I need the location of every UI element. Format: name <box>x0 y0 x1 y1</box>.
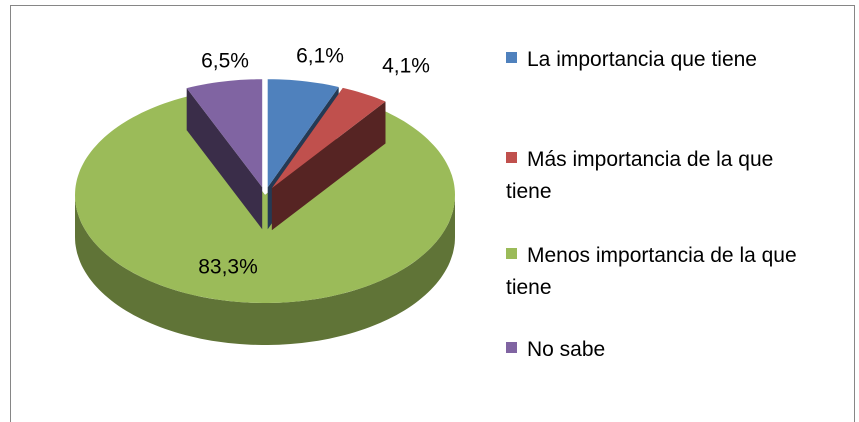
legend-label: No sabe <box>527 338 606 361</box>
legend-swatch <box>506 52 517 63</box>
legend-item: La importancia que tiene <box>506 44 806 76</box>
chart-frame <box>10 5 855 422</box>
slice-wall <box>186 88 263 230</box>
data-label: 6,5% <box>201 50 249 73</box>
legend-item: No sabe <box>506 334 806 366</box>
slice-side <box>75 195 455 345</box>
legend-label: La importancia que tiene <box>527 48 757 71</box>
legend-item: Más importancia de la que tiene <box>506 144 806 208</box>
slice <box>271 87 386 189</box>
pie: 6,1% 4,1% 83,3% 6,5% <box>75 45 455 345</box>
slice <box>75 95 455 304</box>
legend-swatch <box>506 342 517 353</box>
slice <box>267 79 339 188</box>
legend-swatch <box>506 152 517 163</box>
data-label: 6,1% <box>296 45 344 68</box>
data-label: 83,3% <box>198 256 258 279</box>
slice-wall <box>271 101 386 231</box>
legend-label: Menos importancia de la que tiene <box>506 244 797 299</box>
legend-label: Más importancia de la que tiene <box>506 148 774 203</box>
slice <box>186 79 263 188</box>
legend-item: Menos importancia de la que tiene <box>506 240 806 304</box>
data-label: 4,1% <box>382 55 430 78</box>
legend-swatch <box>506 248 517 259</box>
